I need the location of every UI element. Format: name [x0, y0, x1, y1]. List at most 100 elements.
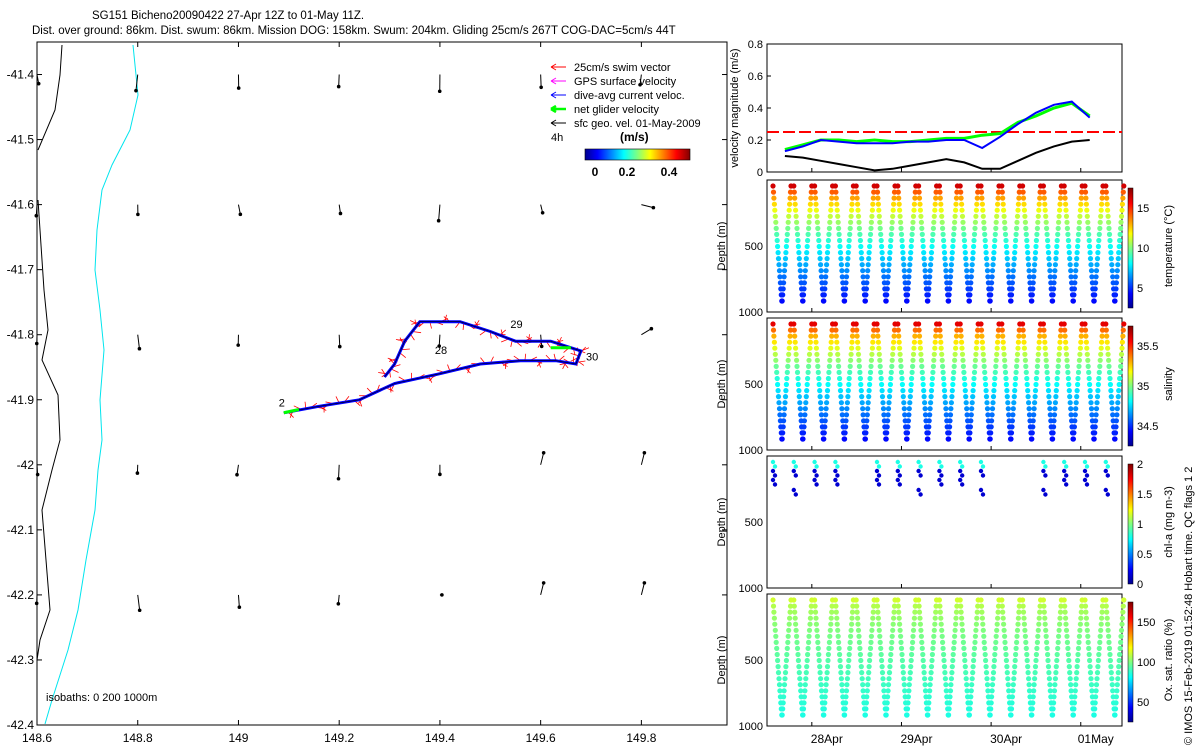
- profile-sample: [1076, 363, 1082, 369]
- profile-sample: [775, 664, 781, 670]
- profile-sample: [1083, 609, 1089, 615]
- profile-sample: [775, 670, 782, 676]
- profile-sample: [1071, 706, 1077, 712]
- profile-sample: [833, 609, 839, 615]
- profile-sample: [926, 424, 932, 430]
- profile-sample: [816, 657, 822, 664]
- geo-vector-head: [337, 344, 342, 349]
- profile-sample: [1083, 339, 1089, 345]
- profile-sample: [1052, 406, 1058, 412]
- profile-sample: [967, 706, 973, 712]
- profile-sample: [1075, 381, 1081, 388]
- profile-sample: [795, 237, 801, 244]
- profile-sample: [1091, 712, 1097, 718]
- profile-sample: [897, 473, 902, 478]
- profile-sample: [1084, 627, 1090, 633]
- profile-sample: [991, 664, 997, 670]
- profile-sample: [794, 639, 800, 646]
- profile-sample: [876, 464, 882, 469]
- profile-sample: [849, 615, 855, 621]
- profile-sample: [1000, 195, 1006, 201]
- profile-sample: [867, 369, 874, 375]
- profile-sample: [984, 268, 991, 274]
- profile-sample: [928, 664, 935, 670]
- day-label: 30: [586, 352, 598, 364]
- profile-sample: [1092, 286, 1098, 292]
- profile-sample: [971, 381, 977, 388]
- profile-sample: [1118, 633, 1124, 639]
- profile-sample: [849, 201, 855, 207]
- profile-sample: [938, 615, 944, 621]
- profile-sample: [835, 219, 841, 225]
- profile-sample: [1022, 213, 1028, 219]
- profile-sample: [1103, 327, 1109, 333]
- profile-sample: [842, 706, 848, 712]
- legend-arrowhead: [550, 119, 557, 127]
- profile-sample: [837, 375, 843, 382]
- profile-sample: [825, 375, 832, 382]
- profile-sample: [992, 651, 998, 658]
- profile-sample: [805, 237, 811, 244]
- profile-sample: [957, 597, 963, 603]
- profile-sample: [953, 339, 959, 345]
- profile-sample: [1056, 357, 1062, 363]
- profile-sample: [797, 682, 803, 688]
- profile-sample: [1107, 657, 1113, 664]
- profile-sample: [849, 345, 855, 351]
- profile-sample: [781, 280, 787, 286]
- profile-sample: [860, 268, 866, 274]
- profile-sample: [928, 400, 934, 406]
- profile-sample: [1068, 406, 1074, 412]
- profile-sample: [1010, 412, 1016, 418]
- colorbar-title: (m/s): [620, 130, 649, 144]
- profile-sample: [1112, 292, 1119, 298]
- profile-sample: [1086, 231, 1092, 237]
- profile-sample: [824, 388, 831, 394]
- profile-sample: [1118, 351, 1125, 357]
- profile-sample: [797, 400, 803, 406]
- profile-sample: [1065, 231, 1071, 237]
- profile-sample: [1084, 213, 1090, 219]
- profile-sample: [1109, 406, 1115, 412]
- profile-sample: [885, 268, 892, 274]
- profile-sample: [1001, 213, 1007, 219]
- profile-sample: [1062, 195, 1068, 201]
- profile-sample: [949, 664, 955, 670]
- geo-vector: [135, 74, 139, 91]
- profile-sample: [1054, 381, 1060, 388]
- profile-sample: [834, 345, 840, 351]
- profile-sample: [941, 250, 948, 256]
- profile-sample: [823, 268, 829, 274]
- geo-vector-head: [539, 344, 544, 349]
- profile-sample: [1118, 363, 1124, 369]
- profile-sample: [949, 670, 955, 676]
- profile-sample: [980, 627, 986, 633]
- profile-sample: [1068, 682, 1074, 688]
- profile-sample: [939, 219, 945, 225]
- profile-sample: [839, 268, 845, 274]
- profile-sample: [933, 189, 939, 195]
- geo-vector-head: [34, 341, 39, 346]
- profile-sample: [787, 609, 793, 615]
- profile-sample: [1084, 464, 1090, 469]
- profile-sample: [1040, 183, 1046, 189]
- net-glider-velocity-start: [283, 408, 300, 415]
- profile-sample: [972, 363, 978, 369]
- profile-sample: [1106, 645, 1113, 652]
- profile-sample: [891, 615, 897, 621]
- profile-sample: [999, 321, 1005, 327]
- profile-sample: [891, 339, 897, 345]
- profile-sample: [879, 388, 885, 394]
- profile-sample: [875, 609, 881, 615]
- profile-sample: [842, 712, 848, 718]
- profile-sample: [781, 418, 787, 424]
- profile-sample: [916, 459, 921, 465]
- profile-sample: [801, 286, 807, 292]
- profile-sample: [901, 682, 907, 688]
- profile-sample: [879, 657, 885, 664]
- profile-sample: [969, 400, 975, 406]
- profile-sample: [1057, 195, 1064, 201]
- profile-sample: [899, 651, 905, 658]
- profile-sample: [1011, 400, 1017, 406]
